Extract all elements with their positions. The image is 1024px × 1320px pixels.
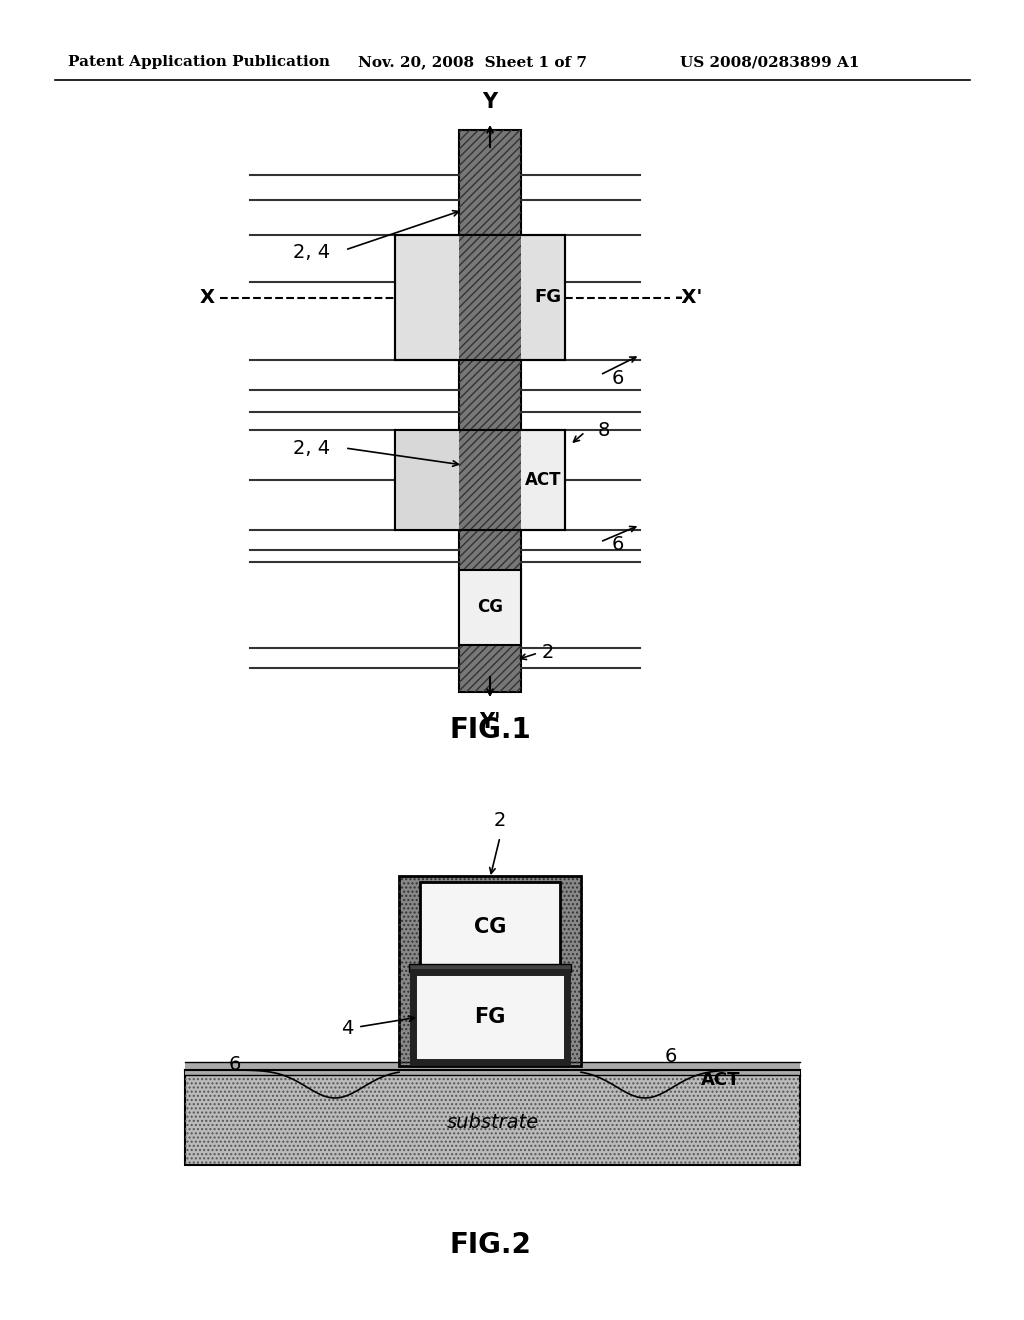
- Bar: [459, 570, 521, 645]
- Text: -X': -X': [675, 288, 702, 308]
- Text: 2: 2: [494, 810, 506, 830]
- Text: Y': Y': [479, 711, 501, 733]
- Bar: [413, 972, 567, 1063]
- Bar: [459, 430, 521, 531]
- Text: Y: Y: [482, 92, 498, 112]
- Text: CG: CG: [477, 598, 503, 616]
- Text: X: X: [200, 288, 215, 308]
- Bar: [185, 1063, 800, 1074]
- Text: 2, 4: 2, 4: [293, 243, 330, 263]
- Bar: [185, 1071, 800, 1166]
- Text: 6: 6: [665, 1048, 677, 1067]
- Bar: [399, 876, 581, 1067]
- Bar: [459, 129, 521, 692]
- Text: FG: FG: [474, 1007, 506, 1027]
- Text: 6: 6: [612, 368, 625, 388]
- Bar: [395, 430, 565, 531]
- Text: Patent Application Publication: Patent Application Publication: [68, 55, 330, 69]
- Text: ACT: ACT: [701, 1071, 740, 1089]
- Bar: [395, 430, 459, 531]
- Bar: [395, 235, 565, 360]
- Bar: [420, 882, 560, 972]
- Text: 2: 2: [542, 644, 554, 663]
- Text: 4: 4: [341, 1019, 353, 1039]
- Text: ACT: ACT: [524, 471, 561, 488]
- Text: CG: CG: [474, 917, 506, 937]
- Bar: [185, 1071, 800, 1166]
- Text: 2, 4: 2, 4: [293, 438, 330, 458]
- Bar: [459, 430, 521, 531]
- Bar: [395, 430, 565, 531]
- Bar: [459, 129, 521, 692]
- Text: 8: 8: [598, 421, 610, 440]
- Text: 6: 6: [228, 1055, 242, 1073]
- Bar: [459, 235, 521, 360]
- Bar: [395, 235, 565, 360]
- Text: FG: FG: [535, 289, 561, 306]
- Text: substrate: substrate: [446, 1113, 539, 1133]
- Text: US 2008/0283899 A1: US 2008/0283899 A1: [680, 55, 859, 69]
- Text: FIG.2: FIG.2: [450, 1232, 530, 1259]
- Text: FIG.1: FIG.1: [450, 715, 530, 744]
- Bar: [399, 876, 581, 1067]
- Text: 6: 6: [612, 536, 625, 554]
- Text: Nov. 20, 2008  Sheet 1 of 7: Nov. 20, 2008 Sheet 1 of 7: [358, 55, 587, 69]
- Bar: [459, 235, 521, 360]
- Bar: [409, 964, 571, 972]
